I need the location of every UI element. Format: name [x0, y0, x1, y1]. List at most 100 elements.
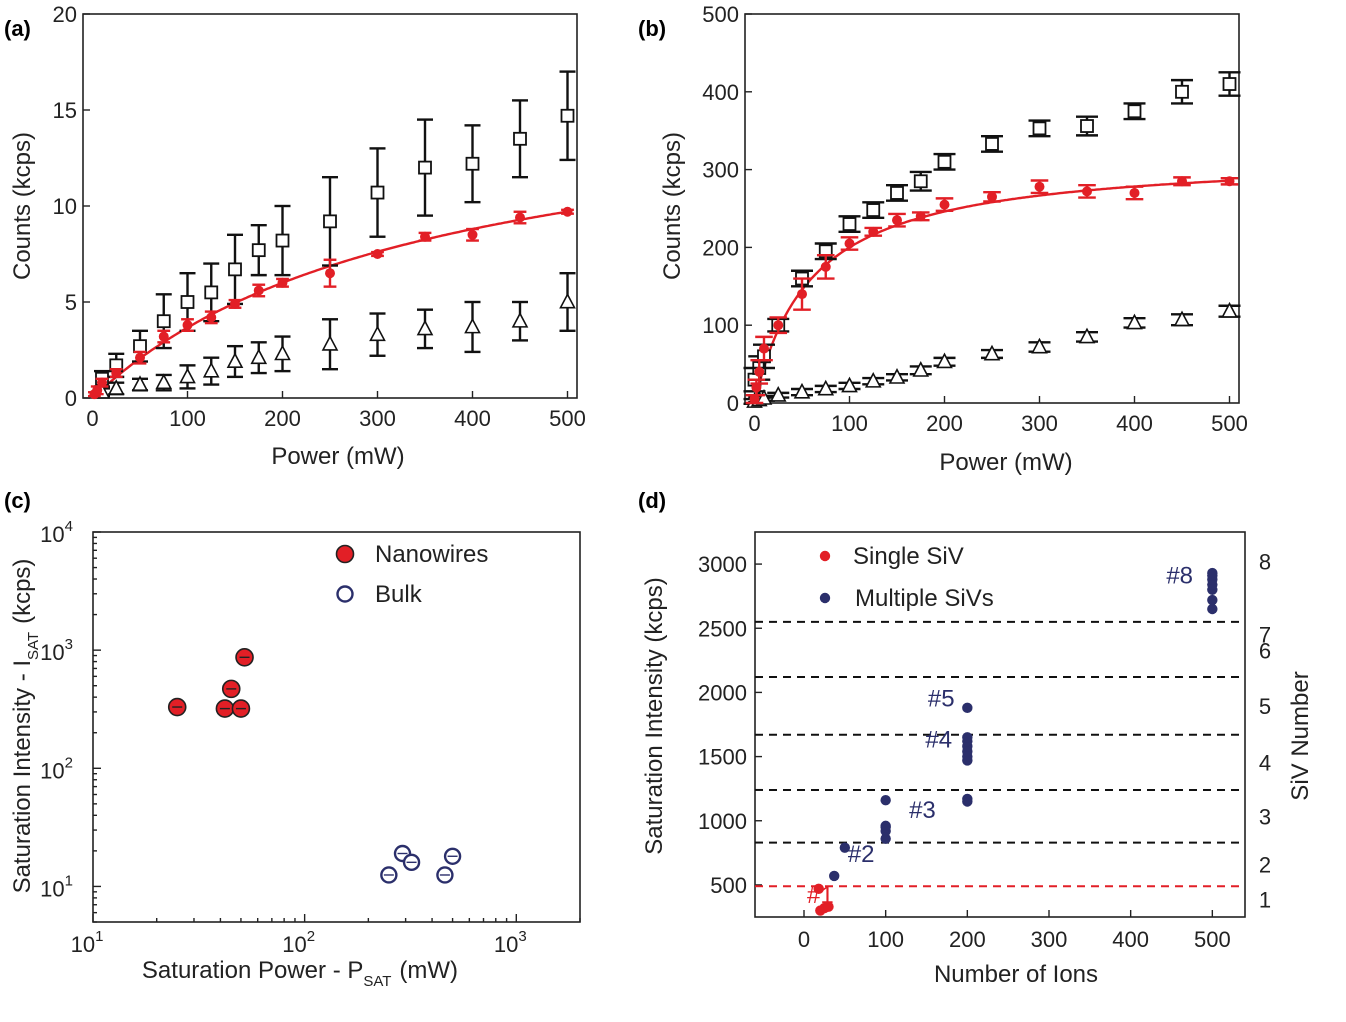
d-annotation-1: #2	[848, 841, 875, 868]
d-annotation-4: #5	[928, 686, 955, 713]
c-xtick-2-base: 10	[494, 932, 518, 957]
d-annotation-3: #4	[925, 727, 952, 754]
a-ytick-3: 15	[53, 98, 77, 123]
b-xtick-4: 400	[1116, 411, 1153, 436]
b-circle-point-1	[751, 382, 762, 393]
d-xtick-4: 400	[1112, 927, 1149, 952]
b-circle-point-3	[759, 343, 769, 354]
d-annotation-0: #1	[807, 882, 834, 909]
panel-c-xlabel: Saturation Power - PSAT (mW)	[142, 957, 458, 990]
a-triangle-point-5	[202, 361, 220, 378]
panel-d-frame	[754, 531, 1246, 918]
b-square-point-14	[1127, 104, 1142, 119]
a-circle-point-11	[325, 268, 335, 279]
panel-c-ylabel-unit: (kcps)	[9, 559, 36, 624]
a-circle-point-6	[182, 320, 193, 331]
b-circle-point-8	[868, 226, 879, 237]
d-xtick-1: 100	[867, 927, 904, 952]
d-multiple-point-16	[1207, 603, 1218, 615]
a-circle-point-1	[92, 385, 103, 396]
panel-label-d: (d)	[638, 488, 666, 513]
c-xtick-2-exp: 3	[518, 928, 526, 945]
b-circle-point-6	[820, 261, 831, 272]
b-square-point-13	[1080, 119, 1094, 133]
a-circle-point-13	[420, 231, 430, 242]
a-triangle-point-4	[179, 367, 196, 384]
b-circle-point-9	[892, 215, 902, 226]
b-square-point-6	[842, 217, 857, 231]
d-multiple-point-6	[880, 795, 891, 806]
c-legend-nanowires-label: Nanowires	[375, 541, 488, 568]
c-xtick-0-base: 10	[71, 932, 95, 957]
panel-c-ylabel-main: Saturation Intensity - I	[9, 660, 36, 893]
a-triangle-point-10	[369, 325, 386, 342]
d-right-tick-7: 8	[1259, 550, 1271, 575]
b-ytick-0: 0	[727, 391, 739, 416]
a-triangle-point-9	[321, 334, 339, 351]
b-triangle-point-9	[912, 361, 930, 377]
d-right-tick-1: 2	[1259, 852, 1271, 877]
a-square-point-11	[418, 160, 432, 175]
c-ytick-1: 102	[40, 754, 73, 783]
a-circle-point-12	[372, 249, 383, 259]
a-square-point-14	[560, 108, 575, 123]
a-xtick-2: 200	[264, 406, 301, 431]
a-triangle-point-6	[226, 352, 244, 368]
a-circle-point-14	[467, 229, 478, 240]
c-ytick-3: 104	[40, 518, 73, 547]
b-xtick-3: 300	[1021, 411, 1058, 436]
a-square-point-12	[465, 156, 480, 171]
a-square-point-6	[228, 262, 242, 277]
d-multiple-point-5	[880, 820, 891, 832]
b-ytick-3: 300	[702, 158, 739, 183]
a-circle-point-5	[158, 331, 169, 342]
c-ytick-2: 103	[40, 636, 73, 665]
panel-d-ylabel: Saturation Intensity (kcps)	[641, 577, 668, 854]
d-single-point-3	[823, 901, 834, 912]
panel-d: (d) Number of Ions Saturation Intensity …	[638, 488, 1314, 988]
c-xtick-1: 102	[282, 928, 315, 957]
c-xtick-1-base: 10	[282, 932, 306, 957]
b-circle-point-15	[1129, 187, 1140, 198]
d-multiple-point-17	[1207, 594, 1218, 606]
b-triangle-point-12	[1031, 337, 1048, 354]
panel-c: (c) Saturation Power - PSAT (mW) Saturati…	[4, 488, 581, 990]
b-triangle-point-4	[793, 382, 811, 399]
a-square-point-5	[204, 285, 219, 300]
a-ytick-0: 0	[65, 386, 77, 411]
panel-c-ylabel-sub: SAT	[25, 632, 42, 660]
a-triangle-point-13	[511, 311, 529, 328]
b-triangle-point-6	[841, 376, 858, 393]
b-circle-point-17	[1224, 176, 1235, 187]
a-square-point-13	[513, 131, 527, 146]
c-xtick-0: 101	[71, 928, 104, 957]
d-right-tick-4: 5	[1259, 694, 1271, 719]
d-multiple-point-0	[829, 870, 840, 882]
b-ytick-4: 400	[702, 80, 739, 105]
b-triangle-point-5	[817, 379, 835, 396]
d-multiple-point-1	[839, 842, 851, 853]
panel-a-ylabel: Counts (kcps)	[9, 132, 36, 280]
d-ytick-1: 1000	[698, 809, 747, 834]
b-circle-point-16	[1177, 176, 1187, 187]
b-circle-point-11	[939, 199, 950, 210]
b-ytick-2: 200	[702, 235, 739, 260]
c-legend-nanowires-marker	[335, 544, 355, 564]
a-square-point-2	[133, 339, 147, 354]
a-xtick-5: 500	[549, 406, 586, 431]
b-triangle-point-14	[1126, 313, 1143, 330]
d-xtick-2: 200	[949, 927, 986, 952]
b-triangle-point-13	[1078, 327, 1096, 344]
a-triangle-point-7	[250, 348, 268, 365]
a-triangle-point-12	[464, 317, 481, 334]
a-square-point-10	[370, 185, 385, 200]
a-triangle-point-14	[559, 292, 576, 309]
a-circle-point-3	[111, 368, 122, 379]
b-circle-point-13	[1034, 181, 1045, 192]
c-ytick-3-exp: 4	[65, 518, 73, 535]
a-circle-point-15	[515, 212, 525, 223]
c-legend-bulk-label: Bulk	[375, 581, 423, 608]
b-circle-point-14	[1082, 186, 1092, 197]
b-triangle-point-8	[888, 368, 906, 384]
